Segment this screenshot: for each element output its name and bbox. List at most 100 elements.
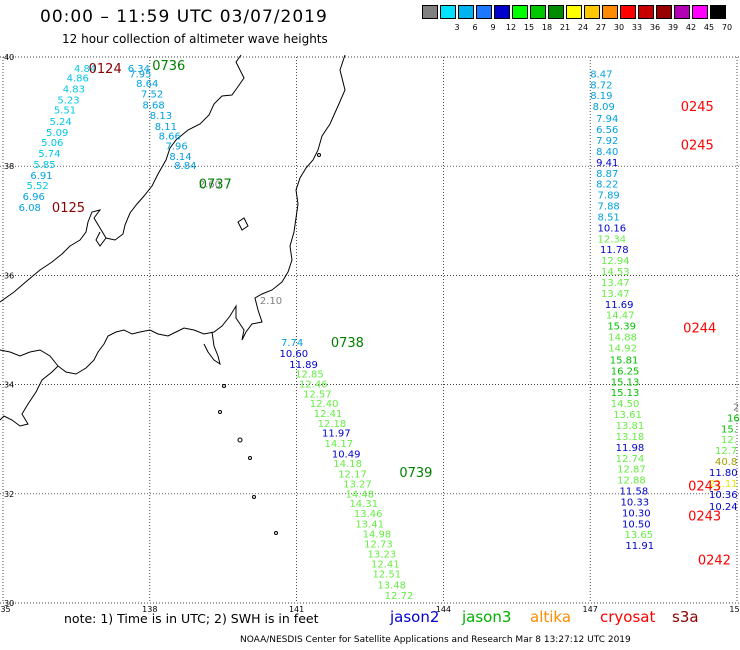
color-scale-label: 21 [559, 23, 571, 32]
wave-height-value: 8.84 [174, 161, 196, 172]
wave-height-value: 14.31 [349, 499, 378, 510]
color-swatch [494, 5, 510, 19]
wave-height-value: 16.25 [611, 366, 640, 377]
color-swatch [674, 5, 690, 19]
wave-height-value: 5.24 [49, 117, 71, 128]
coastline-izu [203, 331, 221, 366]
color-swatch [638, 5, 654, 19]
coastline-kii [0, 349, 59, 367]
color-scale-label: 6 [472, 23, 478, 32]
pass-time-label: 0738 [331, 336, 364, 351]
track-0738: 7.7410.6011.8912.8512.4612.5712.4012.411… [279, 338, 413, 602]
longitude-label: 144 [436, 605, 451, 614]
wave-height-value: 7.88 [598, 202, 620, 213]
wave-height-value: 7.52 [141, 90, 163, 101]
wave-height-value: 8.51 [598, 212, 620, 223]
wave-height-value: 12.46 [299, 380, 328, 391]
wave-height-value: 4.86 [67, 74, 89, 85]
wave-height-value: 8.19 [590, 91, 612, 102]
wave-height-value: 13.61 [613, 410, 642, 421]
wave-height-value: 14.47 [606, 311, 635, 322]
pass-time-label: 0736 [152, 59, 185, 74]
wave-height-value: 8.64 [136, 79, 158, 90]
wave-height-value: 6.91 [30, 171, 52, 182]
island-dot [274, 531, 278, 535]
color-swatch [458, 5, 474, 19]
wave-height-value: 7.95 [129, 69, 151, 80]
wave-height-value: 11.78 [600, 245, 629, 256]
wave-height-value: 8.66 [159, 132, 181, 143]
wave-height-value: 6.56 [596, 125, 618, 136]
color-swatch [530, 5, 546, 19]
color-scale-label: 15 [523, 23, 535, 32]
color-scale-label: 27 [595, 23, 607, 32]
latitude-label: 36 [4, 271, 14, 280]
wave-height-value: 14.92 [608, 343, 637, 354]
wave-height-value: 7.74 [281, 338, 303, 349]
pass-time-label: 0125 [52, 201, 85, 216]
legend-item-altika: altika [530, 608, 572, 626]
wave-height-value: 10.33 [621, 497, 650, 508]
island-dot [248, 456, 252, 460]
wave-height-value: 10.36 [709, 490, 738, 501]
longitude-label: 150 [729, 605, 740, 614]
pass-time-label: 0245 [681, 100, 714, 115]
altimeter-tracks: 4.844.864.835.235.515.245.095.065.745.85… [19, 64, 740, 602]
latitude-label: 30 [4, 599, 14, 608]
wave-height-value: 2.60 [199, 180, 221, 191]
track-0737: 2.60 2.10 [199, 180, 282, 307]
longitude-label: 135 [0, 605, 11, 614]
coastline-noto [95, 231, 107, 247]
color-swatch [692, 5, 708, 19]
wave-height-value: 12.18 [318, 419, 347, 430]
color-scale-label: 18 [541, 23, 553, 32]
wave-height-value: 2.10 [260, 296, 282, 307]
wave-height-value: 5.52 [26, 181, 48, 192]
pass-time-label: 0245 [681, 138, 714, 153]
wave-height-value: 8.68 [142, 101, 164, 112]
wave-height-value: 13.47 [601, 278, 630, 289]
wave-height-value: 11.80 [709, 468, 738, 479]
wave-height-value: 11.58 [620, 487, 649, 498]
wave-height-value: 9.41 [596, 158, 618, 169]
color-scale-label: 70 [721, 23, 733, 32]
wave-height-value: 5.51 [54, 105, 76, 116]
color-scale-label: 36 [649, 23, 661, 32]
color-swatch [566, 5, 582, 19]
wave-height-value: 10.49 [332, 449, 361, 460]
wave-height-value: 6.34 [128, 64, 150, 75]
wave-height-value: 13.65 [624, 530, 653, 541]
island-dot [218, 410, 222, 414]
page-title: 00:00 – 11:59 UTC 03/07/2019 [40, 7, 328, 27]
color-swatch [710, 5, 726, 19]
latitude-label: 40 [4, 53, 14, 62]
pass-time-label: 0243 [688, 480, 721, 495]
wave-height-value: 6.96 [23, 192, 45, 203]
wave-height-value: 7.89 [598, 191, 620, 202]
wave-height-value: 16 [727, 413, 740, 424]
wave-height-value: 13.81 [616, 421, 645, 432]
pass-time-label: 0737 [199, 178, 232, 193]
color-scale-label: 42 [685, 23, 697, 32]
longitude-label: 141 [289, 605, 304, 614]
coastline-honshu-north [0, 54, 245, 303]
wave-height-value: 5.85 [33, 160, 55, 171]
wave-height-value: 10.24 [709, 502, 738, 513]
wave-height-value: 12.72 [385, 591, 414, 602]
color-scale-label: 24 [577, 23, 589, 32]
color-swatch [548, 5, 564, 19]
wave-height-value: 5.74 [38, 149, 60, 160]
color-scale-label: 3 [454, 23, 460, 32]
wave-height-value: 13.48 [377, 580, 406, 591]
pass-time-label: 0739 [399, 466, 432, 481]
wave-height-value: 15.39 [607, 322, 636, 333]
color-swatch [620, 5, 636, 19]
footer-note: note: 1) Time is in UTC; 2) SWH is in fe… [64, 611, 319, 626]
wave-height-value: 13.41 [355, 519, 384, 530]
island-dot [222, 384, 226, 388]
color-scale-label: 33 [631, 23, 643, 32]
color-swatch [476, 5, 492, 19]
color-swatch [656, 5, 672, 19]
wave-height-value: 21.11 [709, 479, 738, 490]
wave-height-value: 15.13 [611, 388, 640, 399]
